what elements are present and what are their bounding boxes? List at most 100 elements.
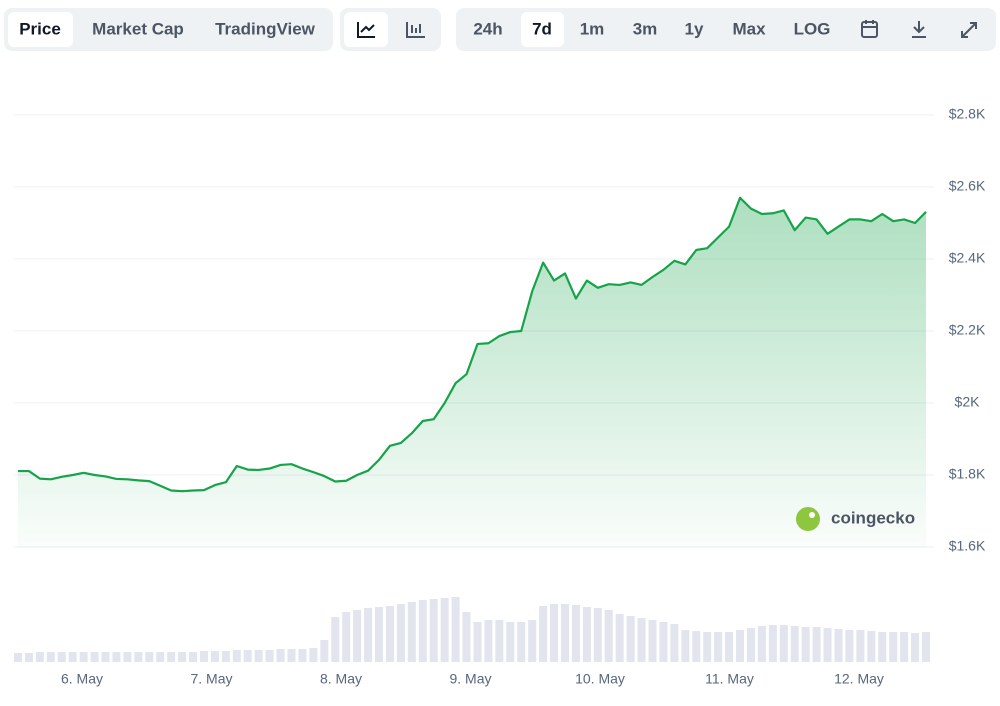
volume-bar [254,650,263,662]
volume-bar [123,652,132,662]
candle-icon[interactable] [406,22,425,38]
volume-bar [856,630,865,662]
volume-bar [703,632,712,662]
volume-bar [725,632,734,662]
range-button[interactable]: Max [732,19,766,38]
volume-bar [178,652,187,662]
tab-price[interactable]: Price [19,19,61,38]
volume-bar [801,627,810,662]
volume-bar [834,629,843,662]
volume-bar [911,633,920,662]
volume-bar [221,651,230,662]
volume-bar [506,622,515,662]
y-tick-label: $1.8K [949,466,986,482]
volume-bar [812,627,821,662]
volume-bar [134,652,143,662]
volume-bar [298,649,307,662]
x-tick-label: 10. May [575,671,625,687]
volume-bar [746,628,755,662]
volume-bar [156,652,165,662]
x-tick-label: 9. May [449,671,491,687]
volume-bar [823,628,832,662]
volume-bar [331,617,340,662]
x-tick-label: 11. May [705,671,754,687]
volume-bar [626,616,635,662]
tab-market-cap[interactable]: Market Cap [92,19,184,38]
range-button[interactable]: 1m [580,19,605,38]
volume-bar [528,620,537,662]
volume-bar [353,610,362,662]
volume-bar [375,607,384,662]
volume-bar [342,612,351,662]
selected-pill [344,12,388,47]
price-line [18,196,927,493]
volume-bar [550,604,559,662]
logo-icon [796,507,820,531]
volume-bar [429,599,438,662]
volume-bar [593,608,602,662]
range-button[interactable]: 3m [633,19,658,38]
x-tick-label: 12. May [834,671,884,687]
volume-bar [495,620,504,662]
y-tick-label: $2.2K [949,322,986,338]
volume-bar [167,652,176,662]
y-tick-label: $2K [955,394,981,410]
volume-bar [112,652,121,662]
volume-bar [736,630,745,662]
volume-bar [68,652,77,662]
volume-bar [14,653,22,662]
selected-pill [8,12,73,47]
volume-bar [790,626,799,662]
selected-pill [521,12,564,47]
y-tick-label: $2.6K [949,178,986,194]
volume-bar [714,632,723,662]
range-button[interactable]: LOG [794,19,831,38]
y-tick-label: $1.6K [949,538,986,554]
volume-bar [670,624,679,662]
expand-icon[interactable] [961,22,977,38]
tab-tradingview[interactable]: TradingView [215,19,316,38]
volume-bar [189,652,198,662]
volume-bar [582,607,591,662]
volume-bar [243,650,252,662]
volume-bar [757,626,766,662]
volume-bar [364,608,373,662]
volume-bar [692,631,701,662]
range-button[interactable]: 7d [532,19,552,38]
y-tick-label: $2.4K [949,250,986,266]
volume-bar [571,605,580,662]
volume-bar [451,597,460,662]
range-button[interactable]: 1y [685,19,704,38]
volume-bar [900,632,909,662]
volume-bar [779,625,788,662]
range-button[interactable]: 24h [473,19,502,38]
logo-eye [809,512,815,518]
volume-bar [232,650,241,662]
volume-bar [309,648,318,662]
volume-bar [637,618,646,662]
volume-bar [210,651,219,662]
calendar-icon[interactable] [861,20,878,38]
volume-bar [407,602,416,662]
volume-bar [484,620,493,662]
volume-bar [615,614,624,662]
volume-bar [101,652,110,662]
volume-bar [46,652,55,662]
volume-bar [276,649,285,662]
line-icon[interactable] [357,22,375,38]
volume-bar [539,606,548,662]
volume-bar [889,632,898,662]
download-icon[interactable] [912,21,926,38]
volume-bar [320,640,329,662]
volume-bar [396,604,405,662]
volume-bar [35,652,44,662]
volume-bar [517,622,526,662]
price-area [18,197,926,548]
volume-bar [24,653,33,662]
x-tick-label: 6. May [61,671,103,687]
volume-bar [79,652,88,662]
volume-bar [922,632,930,662]
volume-bar [648,620,657,662]
volume-bar [473,622,482,662]
